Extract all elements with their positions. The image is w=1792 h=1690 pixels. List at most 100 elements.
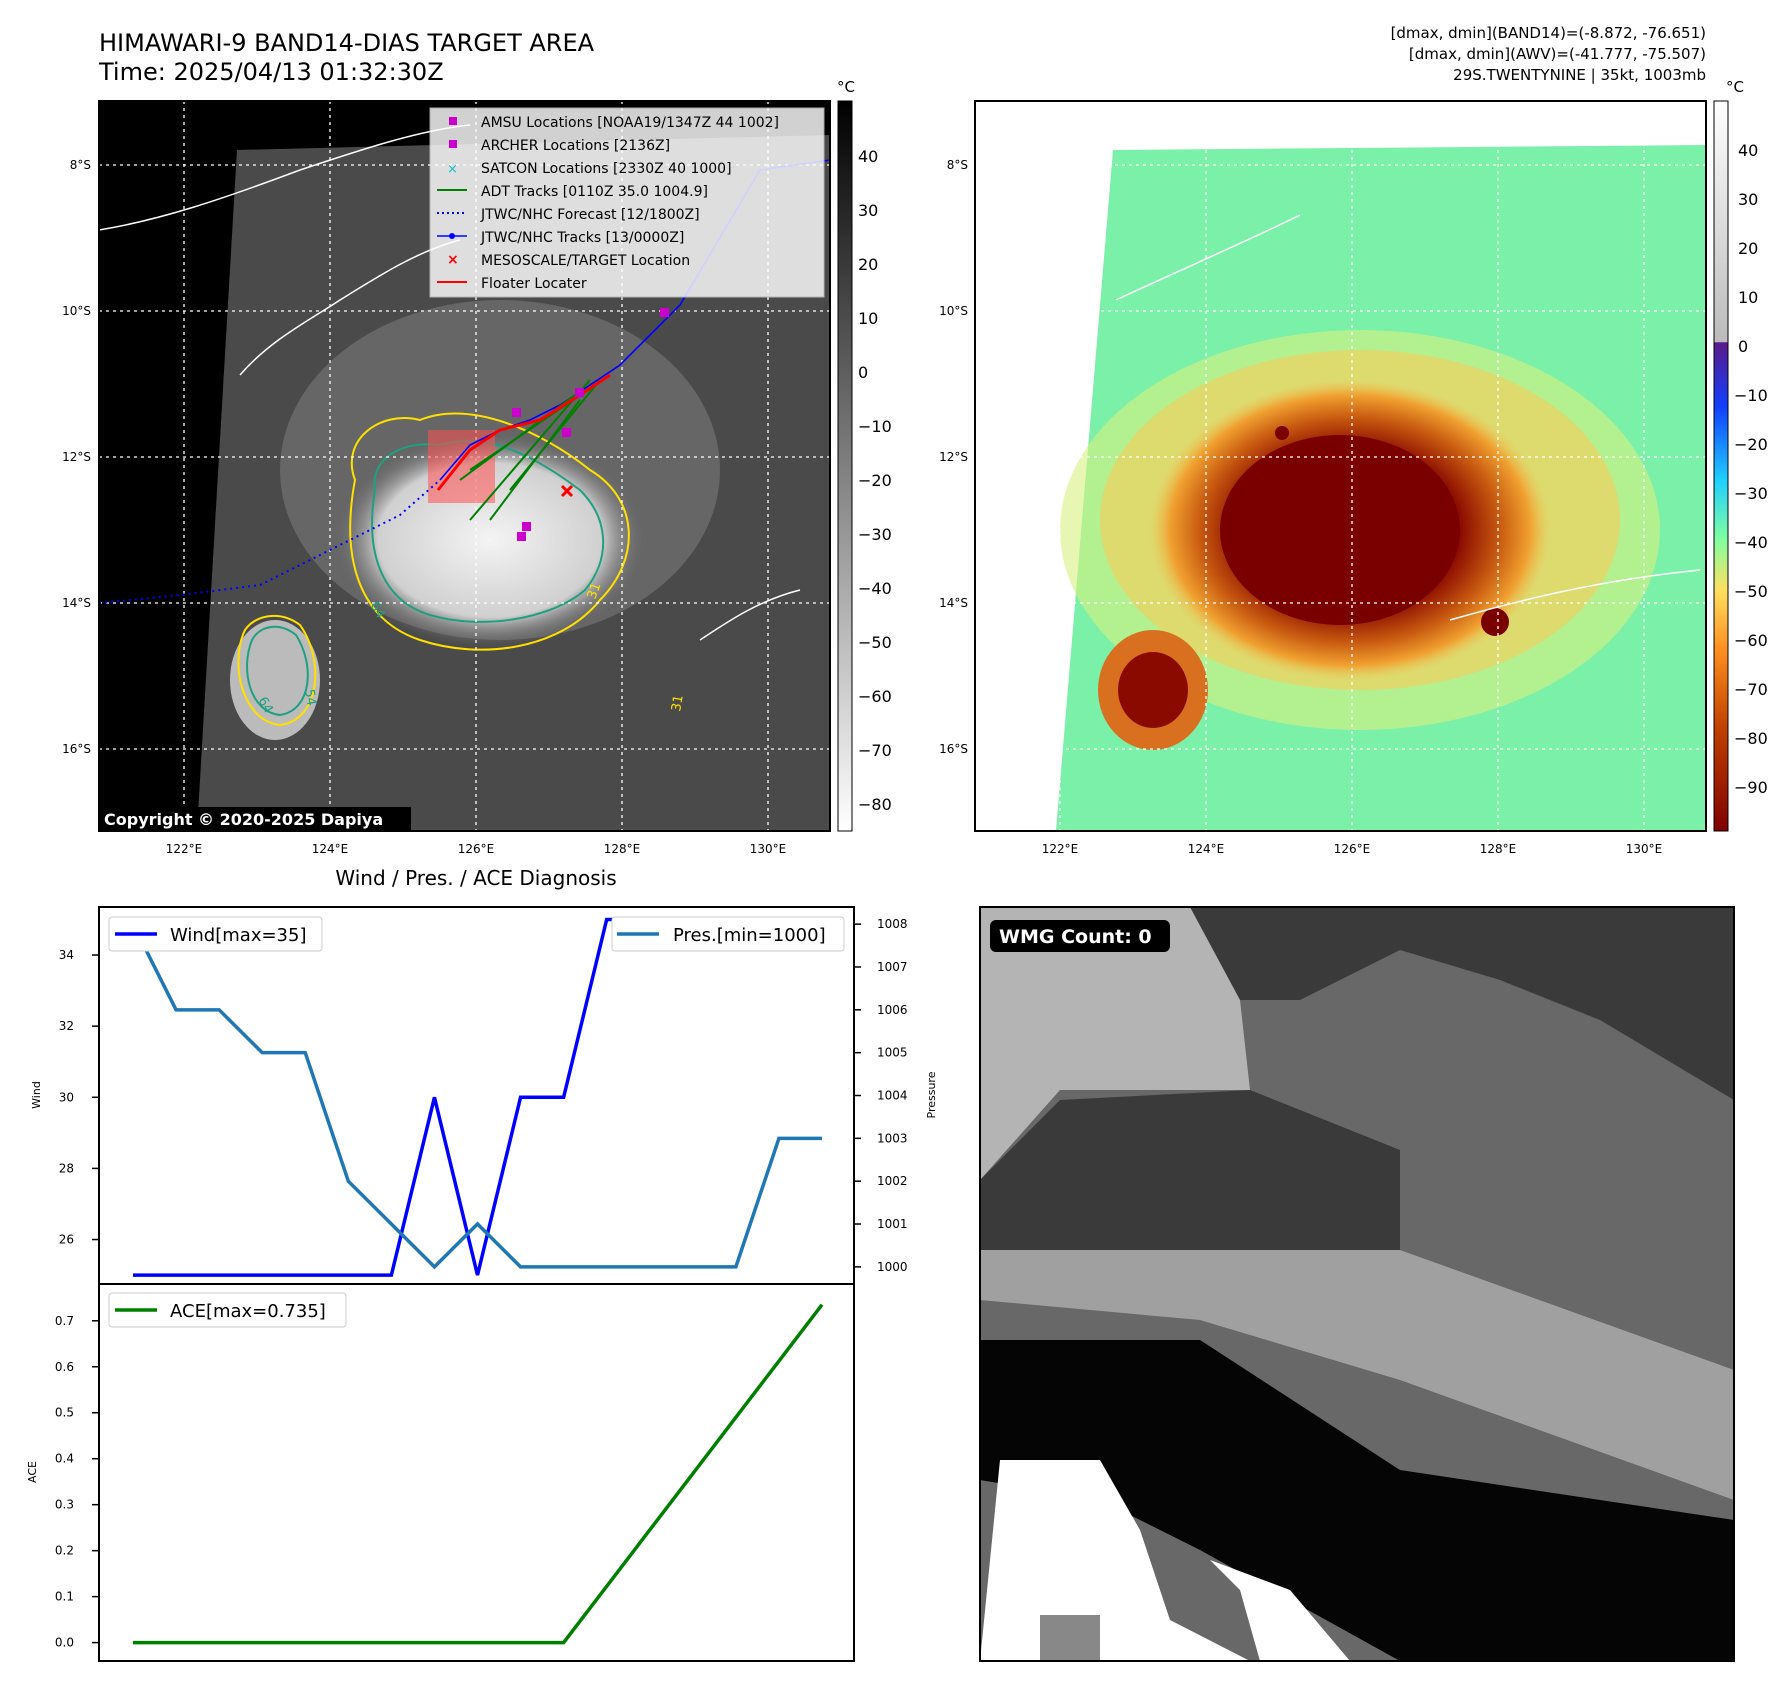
gray-cbar-tick: −20 [858, 471, 892, 490]
color-cbar-tick: −70 [1734, 680, 1768, 699]
gray-cbar-tick: 10 [858, 309, 878, 328]
legend-jtwc-tracks: JTWC/NHC Tracks [13/0000Z] [480, 230, 684, 246]
lon-tick: 128°E [1480, 842, 1517, 856]
ace-legend-label: ACE[max=0.735] [170, 1301, 326, 1322]
wind-axis-label: Wind [30, 1081, 43, 1109]
figure-time: Time: 2025/04/13 01:32:30Z [98, 58, 444, 86]
legend-swatches: × × [437, 117, 467, 283]
lon-tick: 122°E [1042, 842, 1079, 856]
y-tick-label: 1001 [877, 1217, 908, 1231]
lon-tick: 124°E [1188, 842, 1225, 856]
color-cbar-tick: 20 [1738, 239, 1758, 258]
map1-lat-ticks: 8°S 10°S 12°S 14°S 16°S [62, 158, 91, 756]
contour-label: 54 [301, 688, 319, 707]
wind-pressure-chart: Wind Pressure 26 28 30 32 34 1000 1001 1002 100… [30, 906, 938, 1285]
wind-legend: Wind[max=35] [108, 916, 323, 952]
color-cbar-tick: −50 [1734, 582, 1768, 601]
y-tick-label: 1000 [877, 1260, 908, 1274]
legend-adt: ADT Tracks [0110Z 35.0 1004.9] [481, 184, 708, 200]
color-cbar-tick: −20 [1734, 435, 1768, 454]
legend-jtwc-forecast: JTWC/NHC Forecast [12/1800Z] [480, 207, 700, 223]
gray-colorbar: °C 40 30 20 10 0 −10 −20 −30 −40 −50 −60… [837, 78, 892, 832]
wmg-panel: WMG Count: 0 [979, 906, 1735, 1662]
map-legend: × × AMSU Locations [NOAA19/1347Z 44 1002… [429, 107, 825, 298]
lat-tick: 16°S [939, 742, 968, 756]
legend-mesoscale: MESOSCALE/TARGET Location [481, 253, 690, 269]
lon-tick: 128°E [604, 842, 641, 856]
y-tick-label: 0.5 [55, 1406, 74, 1420]
color-cbar-tick: 40 [1738, 141, 1758, 160]
contour-label: 64 [367, 600, 388, 622]
info-awv: [dmax, dmin](AWV)=(-41.777, -75.507) [1409, 45, 1706, 63]
ace-series-line [133, 1303, 824, 1645]
ace-legend: ACE[max=0.735] [108, 1292, 347, 1328]
y-tick-label: 0.7 [55, 1314, 74, 1328]
gray-cbar-tick: −70 [858, 741, 892, 760]
lat-tick: 8°S [70, 158, 91, 172]
lat-tick: 12°S [939, 450, 968, 464]
color-cbar-tick: −40 [1734, 533, 1768, 552]
y-tick-label: 34 [59, 948, 74, 962]
lon-tick: 124°E [312, 842, 349, 856]
contour-label: 64 [255, 695, 276, 717]
y-tick-label: 0.2 [55, 1544, 74, 1558]
lat-tick: 16°S [62, 742, 91, 756]
svg-text:×: × [447, 162, 458, 177]
color-cbar-tick: −60 [1734, 631, 1768, 650]
y-tick-label: 26 [59, 1233, 74, 1247]
awv-map-panel [975, 101, 1706, 831]
lon-tick: 130°E [1626, 842, 1663, 856]
y-tick-label: 0.6 [55, 1360, 74, 1374]
pressure-series-line [131, 923, 822, 1270]
contour-label: 31 [585, 581, 605, 602]
lon-tick: 130°E [750, 842, 787, 856]
ir-map-panel: × × AMSU Locations [NOAA19/1347Z 44 1002… [99, 101, 830, 831]
gray-cbar-tick: −10 [858, 417, 892, 436]
gray-cbar-tick: 30 [858, 201, 878, 220]
y-tick-label: 0.1 [55, 1590, 74, 1604]
diagnosis-title: Wind / Pres. / ACE Diagnosis [335, 866, 616, 890]
gray-cbar-tick: −30 [858, 525, 892, 544]
wmg-count-label: WMG Count: 0 [999, 926, 1152, 948]
map1-lon-ticks: 122°E 124°E 126°E 128°E 130°E [166, 842, 787, 856]
color-cbar-tick: −30 [1734, 484, 1768, 503]
lat-tick: 14°S [62, 596, 91, 610]
y-tick-label: 32 [59, 1019, 74, 1033]
gray-cbar-tick: −50 [858, 633, 892, 652]
color-cbar-tick: 10 [1738, 288, 1758, 307]
info-storm: 29S.TWENTYNINE | 35kt, 1003mb [1453, 66, 1706, 84]
y-tick-label: 1007 [877, 960, 908, 974]
ace-axis-label: ACE [26, 1461, 39, 1483]
y-tick-label: 30 [59, 1090, 74, 1104]
lon-tick: 122°E [166, 842, 203, 856]
color-colorbar: °C 40 30 20 10 0 −10 −20 −30 −40 −50 −60… [1713, 78, 1768, 832]
gray-cbar-tick: −60 [858, 687, 892, 706]
copyright: Copyright © 2020-2025 Dapiya [104, 810, 383, 829]
y-tick-label: 1004 [877, 1089, 908, 1103]
info-band14: [dmax, dmin](BAND14)=(-8.872, -76.651) [1391, 24, 1706, 42]
gray-cbar-tick: 40 [858, 147, 878, 166]
contour-label: 31 [669, 694, 687, 713]
legend-archer: ARCHER Locations [2136Z] [481, 138, 670, 154]
y-tick-label: 1003 [877, 1131, 908, 1145]
lat-tick: 10°S [62, 304, 91, 318]
color-colorbar-unit: °C [1726, 78, 1744, 96]
lon-tick: 126°E [1334, 842, 1371, 856]
lat-tick: 14°S [939, 596, 968, 610]
ace-chart: ACE 0.0 0.1 0.2 0.3 0.4 0.5 0.6 0.7 ACE[max=0.7… [26, 1283, 855, 1662]
y-tick-label: 28 [59, 1161, 74, 1175]
pressure-legend: Pres.[min=1000] [611, 916, 845, 952]
y-tick-label: 1008 [877, 917, 908, 931]
legend-amsu: AMSU Locations [NOAA19/1347Z 44 1002] [481, 115, 779, 131]
y-tick-label: 1005 [877, 1046, 908, 1060]
wind-legend-label: Wind[max=35] [170, 925, 307, 946]
svg-text:×: × [447, 252, 459, 268]
gray-cbar-tick: −40 [858, 579, 892, 598]
color-cbar-tick: 0 [1738, 337, 1748, 356]
lon-tick: 126°E [458, 842, 495, 856]
y-tick-label: 0.4 [55, 1452, 74, 1466]
pressure-legend-label: Pres.[min=1000] [673, 925, 826, 946]
color-cbar-tick: 30 [1738, 190, 1758, 209]
legend-satcon: SATCON Locations [2330Z 40 1000] [481, 161, 732, 177]
gray-cbar-tick: −80 [858, 795, 892, 814]
